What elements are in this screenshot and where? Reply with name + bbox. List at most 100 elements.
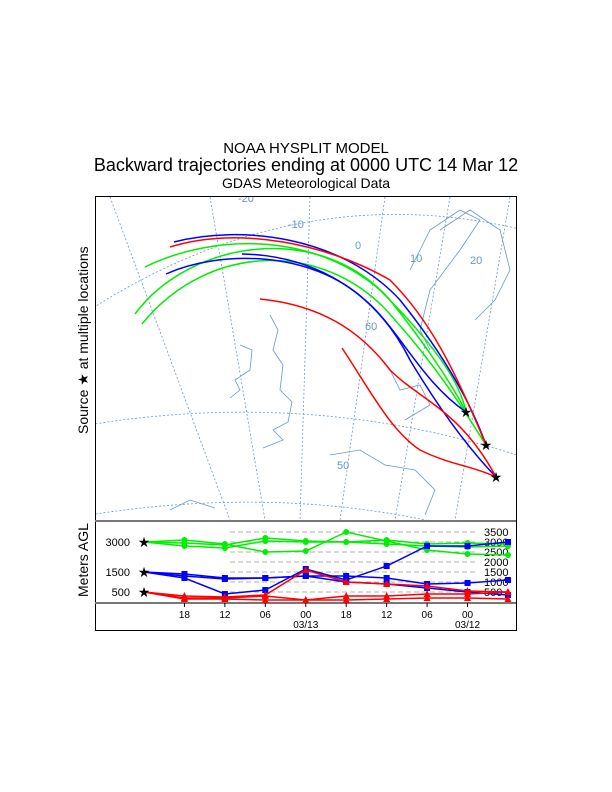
map-ylabel: Source ★ at multiple locations [75,246,91,434]
data-point-circle [262,549,269,555]
data-point-triangle [464,590,472,597]
left-tick-label: 500 [112,587,130,599]
data-point-triangle [504,595,512,602]
star-icon: ★ [75,369,91,389]
data-point-triangle [180,594,188,601]
data-point-square [181,573,188,579]
data-point-triangle [261,596,269,603]
map-area: -20 -10 0 10 20 60 50 ★ ★ [96,193,516,520]
data-point-triangle [342,596,350,603]
star-icon: ★ [138,584,151,600]
data-point-triangle [383,580,391,587]
x-date-label: 03/12 [455,620,480,631]
trajectory-mid [241,253,497,478]
lon-label: 20 [470,255,482,267]
x-tick-label: 00 [300,610,312,621]
data-point-triangle [221,594,229,601]
map-ylabel-prefix: Source [75,389,91,434]
data-point-triangle [383,592,391,599]
data-point-square [302,573,309,579]
data-point-square [262,587,269,593]
right-tick-label: 2000 [484,557,508,569]
right-tick-label: 1500 [484,567,508,579]
height-series-line [143,541,509,595]
trajectory-high [144,242,467,413]
data-point-square [383,563,390,569]
trajectory-low [259,298,497,478]
data-point-square [504,577,511,583]
star-icon: ★ [138,564,151,580]
data-point-circle [343,529,350,535]
coastlines [169,209,511,516]
data-point-triangle [302,596,310,603]
x-tick-label: 06 [260,610,272,621]
data-point-circle [262,535,269,541]
star-icon: ★ [490,469,503,485]
data-point-triangle [423,582,431,589]
height-series-line [143,591,508,601]
height-series-line [143,537,508,546]
x-tick-label: 12 [381,610,393,621]
data-point-square [464,580,471,586]
lon-label: 0 [355,240,361,252]
star-icon: ★ [460,404,473,420]
trajectory-low [341,347,497,478]
trajectory-mid [173,233,487,446]
data-point-triangle [302,566,310,573]
trajectory-high [134,247,467,413]
right-tick-label: 3500 [484,527,508,539]
trajectory-low [169,237,487,446]
lon-label: 10 [410,253,422,265]
x-tick-label: 00 [462,610,474,621]
plot-title: Backward trajectories ending at 0000 UTC… [93,155,519,175]
height-series-line [143,571,509,596]
data-point-triangle [423,594,431,601]
map-ylabel-suffix: at multiple locations [75,246,91,369]
plot-subtitle: GDAS Meteorological Data [221,175,391,191]
star-icon: ★ [138,534,151,550]
x-tick-label: 06 [422,610,434,621]
height-ylabel: Meters AGL [75,523,91,597]
data-point-triangle [464,594,472,601]
model-name: NOAA HYSPLIT MODEL [223,140,389,157]
data-point-square [343,573,350,579]
data-point-circle [504,552,511,558]
data-point-square [262,575,269,581]
data-point-square [464,543,471,549]
data-point-triangle [504,588,512,595]
x-tick-label: 12 [219,610,231,621]
data-point-triangle [342,592,350,599]
trajectories [134,233,497,478]
data-point-circle [181,540,188,546]
data-point-circle [302,548,309,554]
lon-label: -10 [288,219,304,231]
x-tick-label: 18 [341,610,353,621]
left-tick-label: 3000 [106,537,130,549]
map-frame [95,196,517,521]
trajectory-high [141,259,487,446]
height-series-line [143,569,508,598]
lat-label: 60 [365,321,377,333]
right-tick-label: 2500 [484,547,508,559]
lon-label: -20 [238,193,254,205]
source-stars: ★ ★ ★ [460,404,503,485]
data-point-circle [302,538,309,544]
lat-label: 50 [337,460,349,472]
x-date-label: 03/13 [293,620,318,631]
data-point-square [383,575,390,581]
x-tick-label: 18 [179,610,191,621]
data-point-circle [343,539,350,545]
data-point-circle [221,542,228,548]
data-point-triangle [423,590,431,597]
data-point-square [221,576,228,582]
height-profile: 3500300025002000150010005003000150050018… [106,527,512,631]
star-icon: ★ [480,437,493,453]
data-point-circle [464,551,471,557]
height-series-line [143,591,508,601]
data-point-square [424,543,431,549]
data-point-circle [383,537,390,543]
data-point-triangle [261,592,269,599]
left-tick-label: 1500 [106,567,130,579]
